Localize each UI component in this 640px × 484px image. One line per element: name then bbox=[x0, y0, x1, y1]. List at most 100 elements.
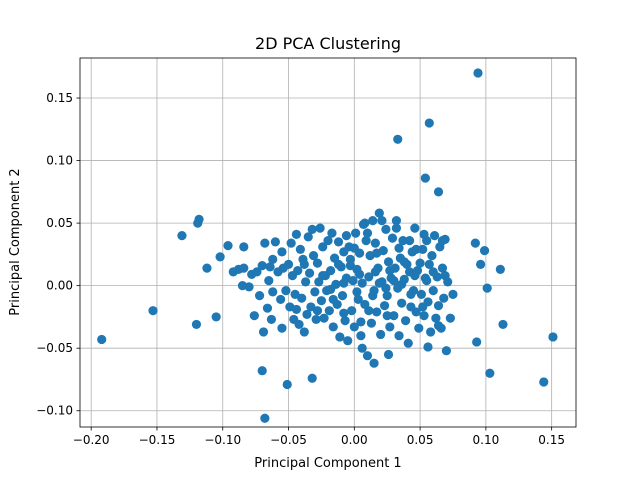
scatter-point bbox=[398, 236, 408, 246]
scatter-point bbox=[387, 233, 398, 243]
scatter-point bbox=[429, 231, 440, 241]
scatter-point bbox=[433, 187, 444, 197]
scatter-point bbox=[385, 322, 395, 332]
x-tick-label: −0.05 bbox=[270, 433, 307, 447]
scatter-point bbox=[354, 269, 365, 279]
scatter-point bbox=[401, 316, 411, 326]
scatter-point bbox=[335, 332, 345, 342]
scatter-point bbox=[369, 358, 379, 368]
x-tick-label: 0.15 bbox=[538, 433, 565, 447]
chart-title: 2D PCA Clustering bbox=[255, 34, 401, 53]
scatter-point bbox=[391, 223, 402, 233]
scatter-point bbox=[307, 373, 317, 383]
scatter-point bbox=[419, 311, 429, 321]
scatter-point bbox=[410, 223, 420, 233]
scatter-point bbox=[364, 306, 374, 316]
scatter-point bbox=[440, 271, 450, 281]
x-tick-label: −0.15 bbox=[139, 433, 176, 447]
scatter-point bbox=[382, 311, 392, 321]
scatter-point bbox=[211, 312, 221, 322]
scatter-point bbox=[333, 237, 344, 247]
scatter-point bbox=[418, 244, 428, 254]
scatter-point bbox=[360, 218, 370, 228]
scatter-point bbox=[441, 346, 452, 356]
scatter-point bbox=[262, 303, 273, 313]
x-tick-label: −0.20 bbox=[73, 433, 110, 447]
scatter-point bbox=[437, 236, 448, 246]
scatter-point bbox=[304, 268, 315, 278]
scatter-point bbox=[315, 223, 325, 233]
y-tick-label: 0.05 bbox=[46, 216, 73, 230]
scatter-point bbox=[495, 264, 505, 274]
scatter-point bbox=[381, 283, 391, 293]
scatter-point bbox=[333, 259, 344, 269]
scatter-point bbox=[361, 236, 371, 246]
scatter-point bbox=[276, 294, 286, 305]
scatter-point bbox=[339, 308, 349, 318]
scatter-point bbox=[472, 337, 482, 347]
scatter-point bbox=[252, 267, 262, 277]
scatter-point bbox=[366, 318, 377, 328]
scatter-point bbox=[339, 278, 349, 288]
scatter-point bbox=[307, 224, 317, 234]
scatter-point bbox=[393, 134, 403, 144]
scatter-point bbox=[352, 287, 362, 297]
scatter-point bbox=[345, 254, 355, 264]
y-axis-ticks: −0.10 −0.05 0.00 0.05 0.10 0.15 bbox=[36, 91, 80, 418]
scatter-point bbox=[215, 252, 225, 262]
scatter-point bbox=[370, 238, 380, 248]
scatter-point bbox=[337, 291, 348, 301]
y-axis-label: Principal Component 2 bbox=[8, 168, 23, 315]
scatter-point bbox=[316, 296, 327, 306]
scatter-point bbox=[394, 331, 404, 341]
scatter-point bbox=[341, 231, 352, 241]
scatter-point bbox=[299, 259, 309, 269]
scatter-point bbox=[548, 332, 558, 342]
y-tick-label: 0.15 bbox=[46, 91, 73, 105]
x-axis-label: Principal Component 1 bbox=[254, 456, 401, 471]
scatter-point bbox=[410, 271, 420, 281]
scatter-point bbox=[277, 247, 287, 257]
scatter-point bbox=[249, 311, 259, 321]
scatter-point bbox=[268, 287, 278, 297]
scatter-point bbox=[148, 306, 158, 316]
scatter-point bbox=[286, 238, 296, 248]
scatter-point bbox=[97, 334, 107, 345]
scatter-point bbox=[294, 319, 304, 330]
scatter-point bbox=[291, 304, 302, 315]
scatter-point bbox=[264, 276, 274, 286]
scatter-point bbox=[257, 261, 267, 271]
scatter-point bbox=[424, 259, 434, 269]
y-tick-label: −0.05 bbox=[36, 341, 73, 355]
scatter-point bbox=[414, 323, 424, 333]
scatter-point bbox=[301, 277, 311, 287]
scatter-point bbox=[439, 293, 449, 303]
x-tick-label: 0.05 bbox=[407, 433, 434, 447]
scatter-point bbox=[385, 266, 395, 276]
scatter-point bbox=[473, 68, 483, 78]
scatter-point bbox=[319, 313, 329, 323]
scatter-point bbox=[311, 314, 321, 325]
scatter-point bbox=[277, 323, 287, 333]
scatter-point bbox=[420, 173, 430, 183]
x-tick-label: 0.00 bbox=[341, 433, 368, 447]
scatter-point bbox=[326, 284, 336, 295]
scatter-point bbox=[539, 377, 549, 387]
scatter-point bbox=[482, 283, 492, 293]
scatter-point bbox=[368, 291, 378, 301]
scatter-point bbox=[268, 254, 278, 264]
scatter-point bbox=[374, 278, 384, 288]
scatter-point bbox=[370, 267, 380, 277]
scatter-point bbox=[295, 244, 305, 254]
scatter-point bbox=[433, 321, 444, 331]
scatter-point bbox=[340, 316, 350, 326]
scatter-point bbox=[356, 317, 366, 327]
scatter-point bbox=[310, 287, 320, 297]
scatter-point bbox=[383, 349, 394, 360]
scatter-point bbox=[368, 216, 378, 226]
scatter-point bbox=[302, 309, 312, 320]
scatter-point bbox=[419, 229, 429, 239]
scatter-point bbox=[424, 118, 434, 128]
scatter-point bbox=[416, 289, 427, 300]
